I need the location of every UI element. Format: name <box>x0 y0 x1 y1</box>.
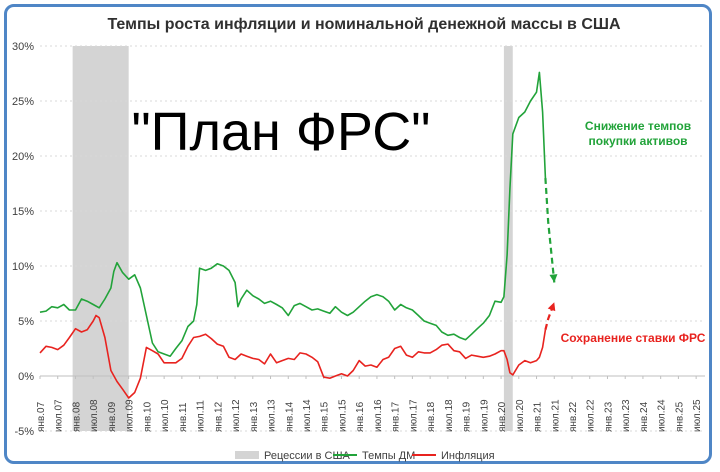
x-tick-label: июл.23 <box>621 399 632 432</box>
x-tick-label: июл.15 <box>337 399 348 432</box>
green-annotation-line-1: Снижение темпов <box>585 119 691 133</box>
x-tick-label: янв.20 <box>497 401 508 432</box>
series-line-money-supply <box>39 71 547 357</box>
x-tick-label: янв.12 <box>213 401 224 432</box>
series-lines <box>39 71 558 399</box>
x-tick-label: июл.10 <box>160 399 171 432</box>
gridlines <box>40 45 705 432</box>
x-tick-label: янв.09 <box>107 401 118 432</box>
x-tick-label: янв.08 <box>71 401 82 432</box>
x-tick-label: июл.14 <box>302 399 313 432</box>
y-tick-label: 5% <box>18 316 34 328</box>
series-line-inflation <box>39 314 547 399</box>
x-tick-label: янв.19 <box>462 401 473 432</box>
x-tick-label: июл.22 <box>586 399 597 432</box>
x-tick-label: июл.17 <box>408 399 419 432</box>
y-tick-label: 10% <box>12 261 34 273</box>
x-tick-label: янв.11 <box>178 402 189 432</box>
x-tick-label: июл.19 <box>479 399 490 432</box>
x-tick-label: июл.11 <box>196 400 207 432</box>
x-tick-label: янв.10 <box>142 401 153 432</box>
x-tick-label: янв.13 <box>249 401 260 432</box>
recession-band-0 <box>72 46 129 431</box>
x-tick-label: июл.25 <box>692 399 703 432</box>
green-annotation-line-2: покупки активов <box>588 134 687 148</box>
y-tick-label: 20% <box>12 151 34 163</box>
money-supply-forecast-line <box>544 177 556 283</box>
money-supply-forecast-arrowhead <box>549 274 558 283</box>
y-tick-label: -5% <box>14 426 34 438</box>
legend-label: Темпы ДМ <box>362 450 415 462</box>
x-axis-ticks: янв.07 июл.07 янв.08 июл.08 янв.09 июл.09 янв.… <box>36 376 703 432</box>
y-tick-label: 30% <box>12 41 34 53</box>
x-tick-label: июл.24 <box>657 399 668 432</box>
x-tick-label: янв.17 <box>391 401 402 432</box>
x-tick-label: янв.14 <box>284 401 295 432</box>
x-tick-label: янв.16 <box>355 401 366 432</box>
x-tick-label: янв.18 <box>426 401 437 432</box>
inflation-forecast-arrowhead <box>547 302 556 312</box>
y-tick-label: 0% <box>18 371 34 383</box>
legend-label: Инфляция <box>441 450 495 462</box>
x-tick-label: янв.07 <box>36 401 47 432</box>
chart-title: Темпы роста инфляции и номинальной денеж… <box>107 16 621 33</box>
x-tick-label: июл.09 <box>125 399 136 432</box>
x-tick-label: янв.15 <box>320 401 331 432</box>
x-tick-label: июл.21 <box>550 399 561 432</box>
legend-swatch-recession <box>235 451 259 459</box>
y-tick-label: 15% <box>12 206 34 218</box>
legend: Рецессии в США Темпы ДМ Инфляция <box>235 450 495 462</box>
x-tick-label: июл.18 <box>444 399 455 432</box>
y-axis-ticks: 30% 25% 20% 15% 10% 5% 0% -5% <box>12 41 34 438</box>
x-tick-label: июл.13 <box>267 399 278 432</box>
x-tick-label: июл.08 <box>89 399 100 432</box>
x-tick-label: янв.21 <box>533 401 544 432</box>
red-annotation: Сохранение ставки ФРС <box>561 331 706 345</box>
y-tick-label: 25% <box>12 96 34 108</box>
x-tick-label: июл.20 <box>515 399 526 432</box>
x-tick-label: июл.07 <box>54 399 65 432</box>
x-tick-label: янв.23 <box>603 401 614 432</box>
x-tick-label: янв.22 <box>568 401 579 432</box>
legend-label: Рецессии в США <box>264 450 351 462</box>
x-tick-label: янв.25 <box>674 401 685 432</box>
x-tick-label: июл.16 <box>373 399 384 432</box>
x-tick-label: июл.12 <box>231 399 242 432</box>
plan-annotation: "План ФРС" <box>132 102 431 162</box>
x-tick-label: янв.24 <box>639 401 650 432</box>
